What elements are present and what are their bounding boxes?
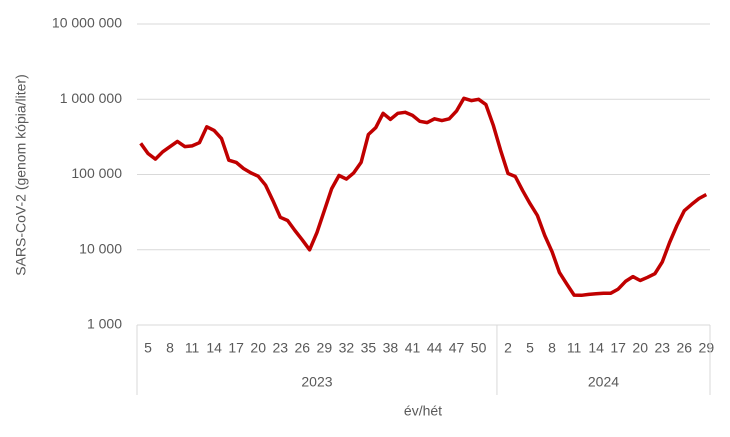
x-tick-label: 47: [449, 340, 465, 356]
y-tick-label: 10 000 000: [52, 15, 122, 31]
data-line: [139, 96, 708, 298]
x-tick-label: 2: [504, 340, 512, 356]
group-label: 2024: [588, 374, 619, 390]
x-tick-label: 8: [166, 340, 174, 356]
x-tick-label: 11: [567, 340, 582, 356]
x-tick-label: 8: [548, 340, 556, 356]
x-axis-title: év/hét: [404, 403, 442, 419]
x-tick-label: 44: [427, 340, 443, 356]
x-tick-label: 50: [471, 340, 487, 356]
x-tick-label: 17: [228, 340, 244, 356]
x-tick-label: 5: [526, 340, 534, 356]
x-tick-label: 41: [405, 340, 421, 356]
x-tick-label: 20: [632, 340, 648, 356]
x-tick-label: 11: [185, 340, 200, 356]
y-tick-label: 1 000: [87, 316, 122, 332]
x-tick-label: 29: [317, 340, 333, 356]
x-tick-label: 32: [339, 340, 355, 356]
x-tick-label: 23: [654, 340, 670, 356]
x-tick-label: 14: [206, 340, 222, 356]
x-tick-label: 5: [144, 340, 152, 356]
x-tick-label: 17: [610, 340, 626, 356]
group-label: 2023: [301, 374, 332, 390]
y-tick-label: 100 000: [71, 165, 122, 181]
x-tick-label: 20: [250, 340, 266, 356]
x-tick-label: 35: [361, 340, 377, 356]
x-tick-label: 29: [699, 340, 715, 356]
x-tick-label: 23: [272, 340, 288, 356]
y-tick-label: 10 000: [79, 240, 122, 256]
x-tick-label: 26: [294, 340, 310, 356]
y-axis-title: SARS-CoV-2 (genom kópia/liter): [13, 74, 29, 276]
x-tick-label: 26: [676, 340, 692, 356]
x-tick-label: 14: [588, 340, 604, 356]
y-tick-label: 1 000 000: [60, 90, 122, 106]
x-tick-label: 38: [383, 340, 399, 356]
